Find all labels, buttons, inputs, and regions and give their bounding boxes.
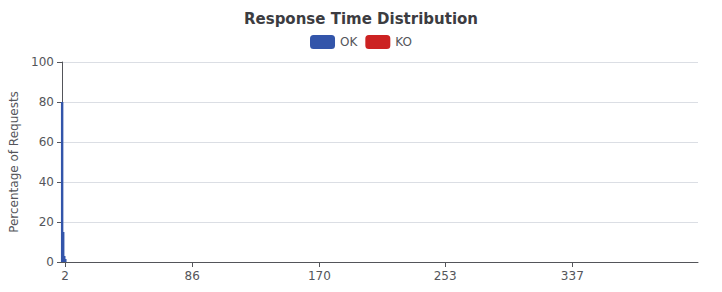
svg-text:80: 80 bbox=[39, 95, 54, 109]
svg-text:253: 253 bbox=[434, 269, 457, 283]
svg-text:KO: KO bbox=[395, 35, 412, 49]
svg-text:0: 0 bbox=[46, 255, 54, 269]
svg-text:337: 337 bbox=[561, 269, 584, 283]
svg-text:Percentage of Requests: Percentage of Requests bbox=[7, 91, 21, 233]
svg-text:60: 60 bbox=[39, 135, 54, 149]
svg-text:170: 170 bbox=[308, 269, 331, 283]
svg-text:OK: OK bbox=[340, 35, 358, 49]
svg-text:20: 20 bbox=[39, 215, 54, 229]
svg-text:100: 100 bbox=[31, 55, 54, 69]
svg-text:40: 40 bbox=[39, 175, 54, 189]
svg-text:86: 86 bbox=[185, 269, 200, 283]
svg-text:Response Time Distribution: Response Time Distribution bbox=[244, 10, 478, 28]
svg-text:2: 2 bbox=[61, 269, 69, 283]
